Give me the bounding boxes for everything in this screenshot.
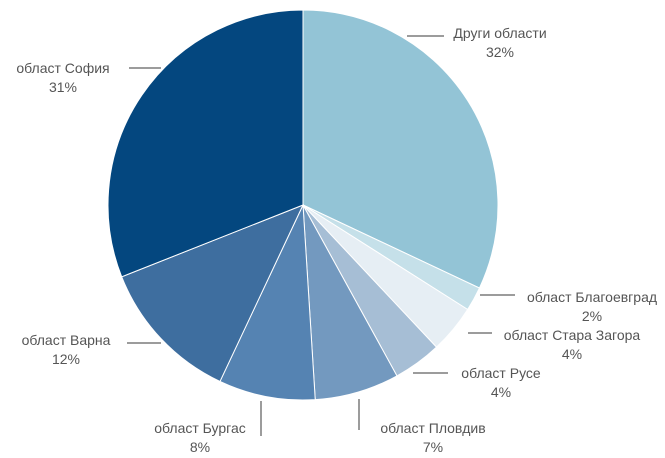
pie-slice-7 [121,204,304,383]
pie-slice-8 [107,9,304,278]
pie-labels: Други области 32% област Благоевград 2% обла… [16,25,657,455]
slice-name-label: област Русе [461,365,541,381]
slice-percent-label: 7% [423,439,443,455]
slice-percent-label: 2% [582,308,602,324]
slice-percent-label: 4% [562,346,582,362]
slice-name-label: област Благоевград [527,289,657,305]
slice-percent-label: 8% [190,439,210,455]
pie-slice-6 [219,204,316,401]
slice-name-label: Други области [453,25,546,41]
slice-name-label: област София [16,60,109,76]
slice-percent-label: 12% [52,351,80,367]
slice-name-label: област Варна [22,332,111,348]
slice-percent-label: 31% [49,79,77,95]
pie-slice-1 [302,9,499,289]
slice-percent-label: 32% [486,44,514,60]
slice-name-label: област Пловдив [380,420,485,436]
slice-name-label: област Бургас [154,420,246,436]
slice-percent-label: 4% [491,384,511,400]
slice-name-label: област Стара Загора [504,327,641,343]
pie-slices [107,9,499,401]
